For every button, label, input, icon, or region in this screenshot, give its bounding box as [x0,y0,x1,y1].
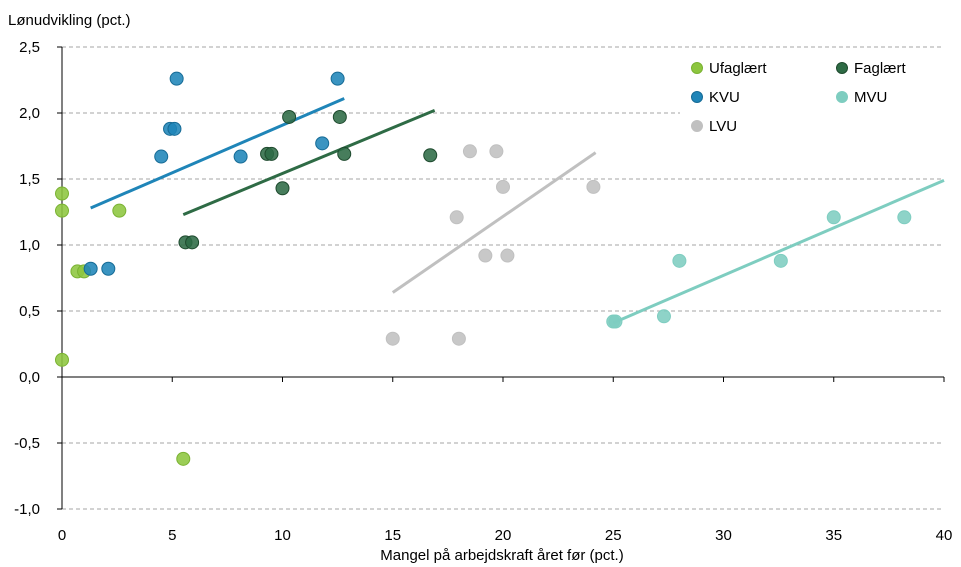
data-point-kvu [315,136,330,151]
data-point-kvu [169,71,184,86]
legend-marker-faglært [836,62,848,74]
legend-label-mvu: MVU [854,89,887,106]
trend-line-kvu [90,97,345,210]
x-tick-label: 30 [715,527,732,544]
x-tick-label: 15 [384,527,401,544]
data-point-faglært [423,148,438,163]
data-point-ufaglært [55,352,69,367]
y-tick-label: 2,0 [19,105,40,122]
y-tick-label: -1,0 [14,501,40,518]
y-tick-label: 0,0 [19,369,40,386]
legend-marker-ufaglært [691,62,703,74]
data-point-lvu [451,331,466,346]
legend-label-kvu: KVU [709,89,740,106]
data-point-lvu [496,179,510,194]
gridlines [62,46,944,510]
trend-line-mvu [612,178,945,325]
trend-line-lvu [391,151,597,294]
tick-labels: -1,0 -0,5 0,0 0,5 1,0 1,5 2,0 2,5 0 5 10 15 20 25 30 35… [14,39,952,544]
data-point-mvu [672,253,687,268]
data-point-kvu [154,149,169,164]
legend-label-ufaglært: Ufaglært [709,60,767,77]
x-tick-label: 35 [825,527,842,544]
data-point-kvu [83,261,98,276]
x-tick-label: 20 [495,527,512,544]
data-point-kvu [101,261,116,276]
data-point-faglært [275,181,290,196]
y-tick-label: 2,5 [19,39,40,56]
data-point-lvu [385,331,400,346]
legend: Ufaglært Faglært KVU MVU LVU [680,54,942,140]
x-tick-label: 10 [274,527,291,544]
data-point-faglært [332,109,347,124]
x-tick-label: 5 [168,527,176,544]
x-tick-label: 40 [936,527,953,544]
data-point-kvu [233,149,248,164]
data-point-lvu [449,210,464,225]
legend-marker-lvu [691,120,703,132]
data-point-lvu [500,248,515,263]
data-point-lvu [586,179,601,194]
trend-lines [90,97,945,325]
data-point-lvu [489,144,504,159]
data-points [55,71,912,466]
axes [57,46,945,510]
legend-label-faglært: Faglært [854,60,907,77]
data-point-faglært [282,109,297,124]
y-tick-label: 0,5 [19,303,40,320]
y-tick-label: 1,0 [19,237,40,254]
data-point-ufaglært [112,203,127,218]
data-point-mvu [897,210,912,225]
data-point-kvu [330,71,345,86]
y-tick-label: -0,5 [14,435,40,452]
data-point-lvu [462,144,477,159]
data-point-mvu [608,314,623,329]
data-point-lvu [478,248,493,263]
y-axis-title: Lønudvikling (pct.) [8,12,131,29]
data-point-mvu [656,309,671,324]
legend-label-lvu: LVU [709,118,737,135]
data-point-faglært [264,146,279,161]
x-tick-label: 25 [605,527,622,544]
data-point-ufaglært [55,203,69,218]
x-axis-title: Mangel på arbejdskraft året før (pct.) [380,547,623,564]
data-point-mvu [773,253,788,268]
data-point-ufaglært [55,186,69,201]
legend-marker-mvu [836,91,848,103]
legend-marker-kvu [691,91,703,103]
data-point-faglært [185,235,200,250]
data-point-faglært [337,146,352,161]
legend-background [680,54,942,140]
data-point-mvu [826,210,841,225]
trend-line-faglært [182,108,436,217]
data-point-ufaglært [176,451,191,466]
y-tick-label: 1,5 [19,171,40,188]
x-tick-label: 0 [58,527,66,544]
data-point-kvu [167,121,182,136]
